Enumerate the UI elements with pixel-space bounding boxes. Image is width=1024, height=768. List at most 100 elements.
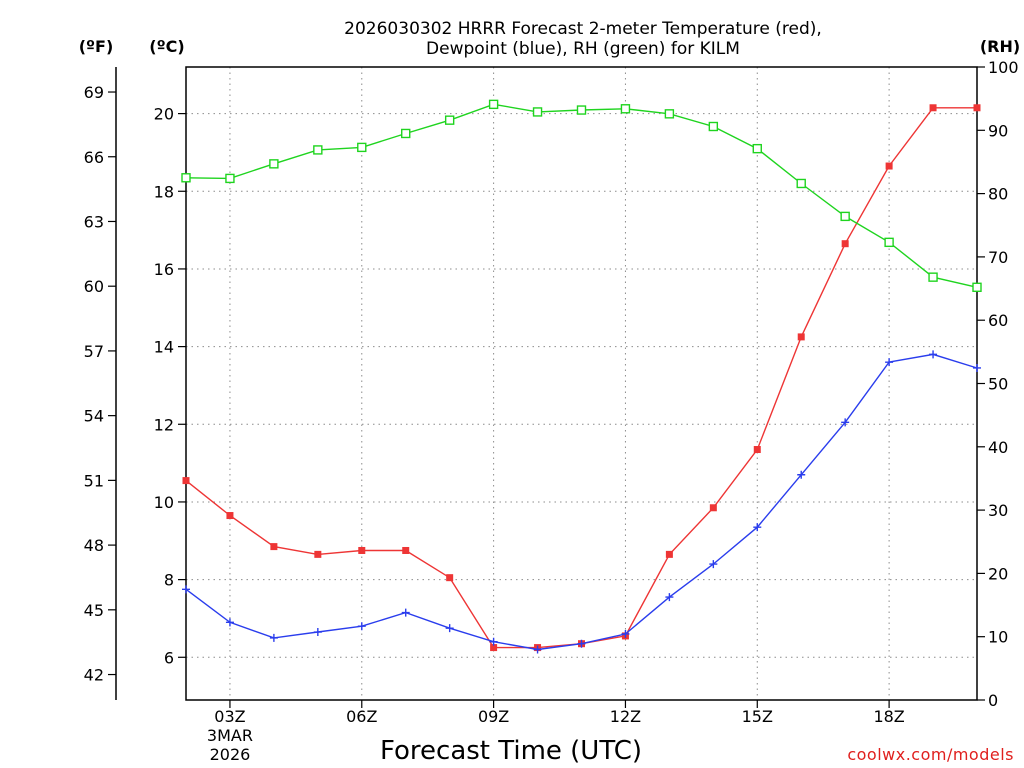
temperature-point (709, 504, 717, 512)
rh-point (401, 128, 411, 139)
rh-line (185, 103, 978, 288)
grid-lines (186, 67, 977, 700)
rh-point (532, 107, 543, 117)
fahrenheit-tick-label: 63 (84, 212, 104, 231)
rh-tick-label: 50 (988, 375, 1008, 394)
rh-point (708, 121, 719, 132)
rh-unit-label: (RH) (980, 37, 1020, 56)
rh-tick-label: 10 (988, 628, 1008, 647)
x-tick-date-label: 3MAR (207, 726, 253, 745)
temperature-point (358, 546, 366, 554)
temperature-point (226, 512, 234, 520)
dewpoint-point (489, 637, 498, 646)
dewpoint-point (225, 618, 234, 627)
fahrenheit-tick-label: 42 (84, 666, 104, 685)
rh-point (576, 105, 587, 115)
rh-point (884, 237, 894, 248)
x-tick-label: 03Z (214, 707, 245, 726)
dewpoint-point (929, 350, 938, 359)
rh-point (752, 143, 762, 154)
celsius-unit-label: (ºC) (149, 37, 184, 56)
rh-tick-label: 30 (988, 501, 1008, 520)
rh-point (313, 145, 323, 155)
rh-point (972, 282, 982, 292)
celsius-tick-label: 16 (154, 260, 174, 279)
dewpoint-point (797, 470, 806, 479)
dewpoint-point (709, 560, 718, 569)
temperature-point (841, 240, 849, 248)
fahrenheit-tick-label: 45 (84, 601, 104, 620)
fahrenheit-tick-label: 54 (84, 407, 104, 426)
fahrenheit-tick-label: 60 (84, 277, 104, 296)
temperature-line (185, 107, 977, 649)
rh-tick-label: 0 (988, 691, 998, 710)
fahrenheit-tick-label: 69 (84, 83, 104, 102)
plot-frame (185, 66, 978, 701)
fahrenheit-unit-label: (ºF) (79, 37, 114, 56)
temperature-point (885, 162, 893, 170)
fahrenheit-tick-label: 66 (84, 148, 104, 167)
temperature-point (182, 477, 190, 485)
celsius-tick-label: 10 (154, 493, 174, 512)
temperature-point (314, 550, 322, 558)
celsius-tick-label: 14 (154, 338, 174, 357)
temperature-point (973, 104, 981, 112)
dewpoint-point (577, 639, 586, 648)
celsius-tick-label: 12 (154, 415, 174, 434)
temperature-point (797, 333, 805, 341)
chart-title-line-2: Dewpoint (blue), RH (green) for KILM (426, 39, 740, 59)
rh-tick-label: 100 (988, 58, 1019, 77)
dewpoint-point (357, 622, 366, 631)
chart-title-line-1: 2026030302 HRRR Forecast 2-meter Tempera… (344, 19, 822, 39)
rh-tick-label: 40 (988, 438, 1008, 457)
dewpoint-point (621, 629, 630, 638)
dewpoint-point (269, 633, 278, 642)
rh-tick-label: 90 (988, 121, 1008, 140)
source-credit: coolwx.com/models (847, 745, 1014, 764)
rh-tick-label: 20 (988, 564, 1008, 583)
temperature-point (270, 543, 278, 551)
rh-tick-label: 80 (988, 185, 1008, 204)
rh-tick-label: 70 (988, 248, 1008, 267)
temperature-point (490, 644, 498, 652)
rh-point (357, 142, 367, 153)
temperature-point (402, 546, 410, 554)
rh-point (181, 173, 191, 183)
rh-point (225, 173, 235, 184)
rh-point (664, 109, 675, 119)
dewpoint-point (313, 628, 322, 637)
dewpoint-point (445, 624, 454, 633)
axes (108, 66, 985, 708)
dewpoint-point (885, 358, 894, 367)
temperature-point (929, 104, 937, 112)
rh-point (269, 159, 279, 169)
rh-point (796, 178, 806, 189)
celsius-tick-label: 6 (164, 648, 174, 667)
data-series (181, 99, 982, 654)
rh-point (444, 115, 455, 125)
fahrenheit-tick-label: 48 (84, 536, 104, 555)
rh-point (928, 272, 938, 282)
celsius-tick-label: 20 (154, 105, 174, 124)
x-tick-label: 15Z (742, 707, 773, 726)
dewpoint-point (401, 608, 410, 617)
tick-labels: 42 45 48 51 54 57 60 63 66 69 6 8 10 12 14 16 18 20 0 10 20 3… (84, 58, 1019, 764)
rh-tick-label: 60 (988, 311, 1008, 330)
rh-point (840, 211, 850, 222)
dewpoint-point (841, 418, 850, 427)
dewpoint-point (665, 593, 674, 602)
rh-point (488, 99, 499, 110)
celsius-tick-label: 18 (154, 182, 174, 201)
x-tick-date-label: 2026 (210, 745, 251, 764)
dewpoint-point (973, 363, 981, 372)
x-axis-title: Forecast Time (UTC) (380, 736, 642, 766)
x-tick-label: 12Z (610, 707, 641, 726)
temperature-point (753, 446, 761, 454)
x-tick-label: 06Z (346, 707, 377, 726)
temperature-point (665, 550, 673, 558)
temperature-point (446, 574, 454, 582)
celsius-tick-label: 8 (164, 571, 174, 590)
x-tick-label: 18Z (873, 707, 904, 726)
dewpoint-point (182, 585, 190, 594)
